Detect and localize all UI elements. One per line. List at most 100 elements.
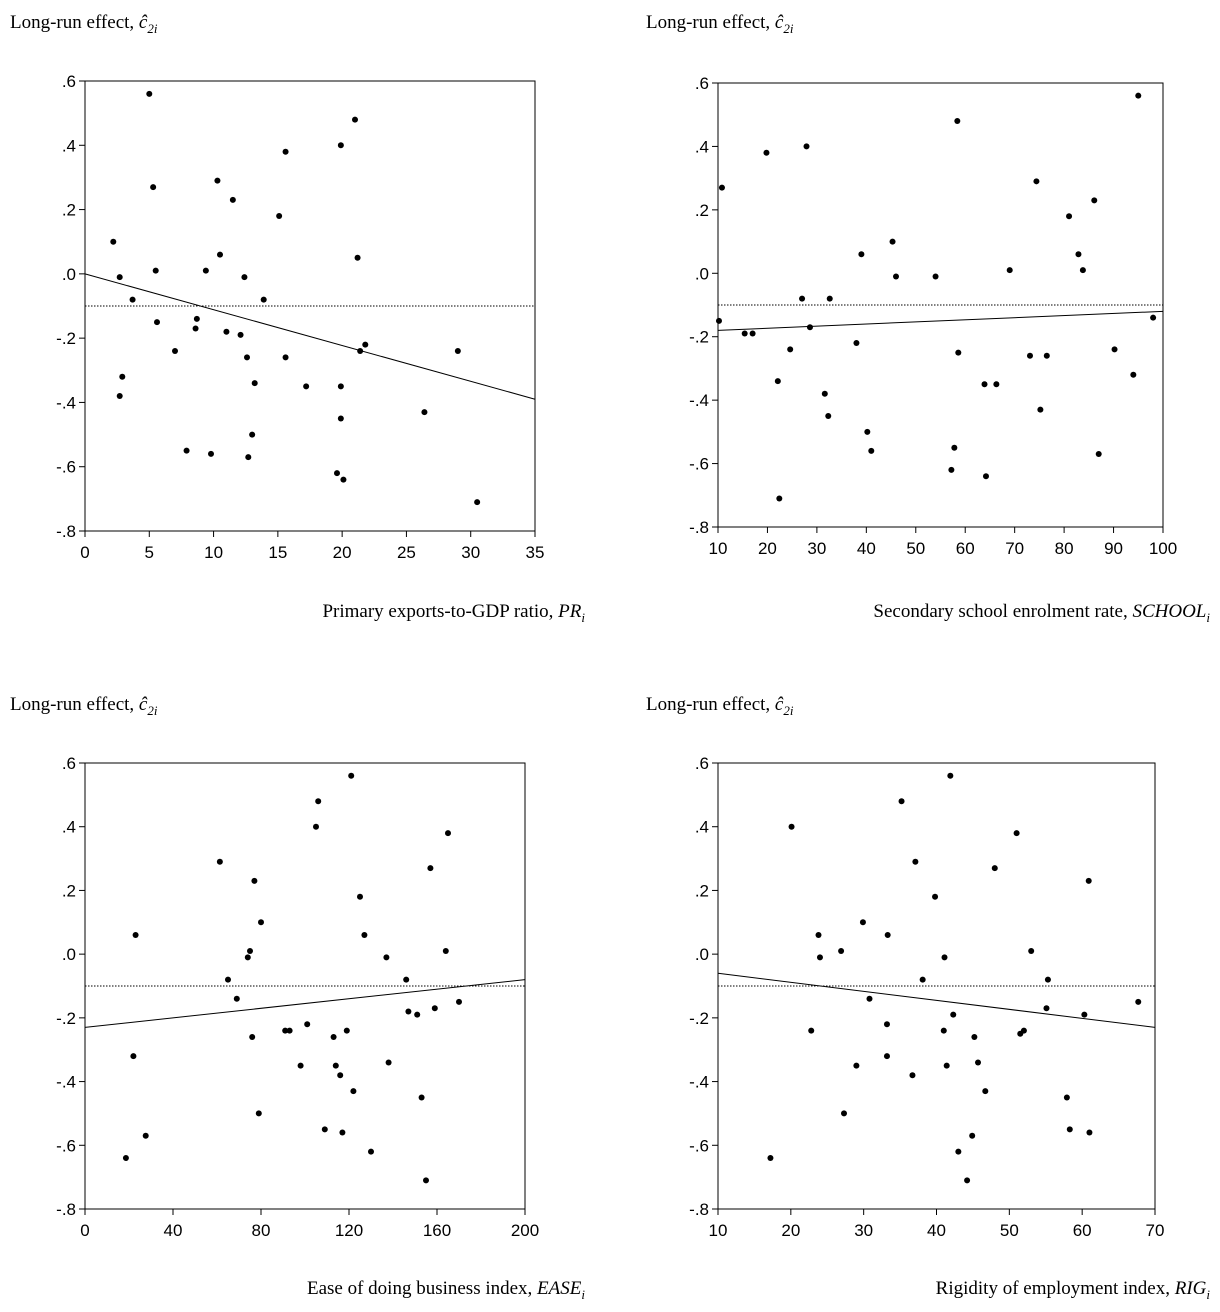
data-point [964, 1177, 971, 1184]
y-axis-label: Long-run effect, ĉ2i [646, 694, 794, 718]
data-point [982, 473, 989, 480]
data-point [1066, 1126, 1073, 1133]
data-point [825, 413, 832, 419]
x-tick-label: 20 [781, 1221, 800, 1240]
y-tick-label: -.8 [56, 522, 76, 541]
data-point [808, 1027, 815, 1034]
y-tick-label: -.6 [689, 455, 709, 474]
data-point [955, 349, 962, 356]
data-point [749, 330, 756, 337]
data-point [788, 823, 795, 830]
data-point [357, 893, 363, 900]
data-point [193, 315, 200, 322]
data-point [868, 447, 875, 454]
panel-rigidity-employment: .6 .4 .2 .0 -.2 -.4 -.6 -.810 20 30 40 50 60 70 Long-r… [646, 694, 1210, 1302]
regression-line [717, 310, 1164, 331]
y-tick-label: .0 [695, 264, 709, 283]
x-tick-label: 30 [854, 1221, 873, 1240]
data-point [202, 267, 209, 274]
data-point [339, 1129, 346, 1136]
data-point [332, 1062, 339, 1069]
data-point [304, 1021, 311, 1028]
data-point [297, 1062, 304, 1069]
y-axis-label: Long-run effect, ĉ2i [10, 694, 158, 718]
data-point [383, 954, 390, 961]
data-point [947, 772, 954, 779]
data-point [454, 348, 461, 354]
data-point [866, 995, 873, 1002]
data-point [821, 390, 828, 397]
data-point [1086, 1129, 1093, 1136]
x-tick-label: 10 [709, 539, 728, 558]
data-point [354, 254, 361, 261]
data-point [146, 90, 153, 97]
data-point [431, 1005, 438, 1012]
y-tick-label: .6 [62, 754, 76, 773]
data-point [838, 947, 845, 954]
data-point [776, 495, 783, 502]
data-point [337, 383, 344, 390]
data-point [208, 450, 214, 457]
data-point [286, 1027, 293, 1034]
data-point [183, 447, 190, 454]
panel-primary-exports: .6 .4 .2 .0 -.2 -.4 -.6 -.80 5 10 15 20 25 30 35 Long-r… [10, 12, 585, 625]
data-point [116, 393, 123, 399]
y-tick-label: .0 [62, 945, 76, 964]
data-point [951, 444, 958, 451]
data-point [337, 1072, 344, 1079]
data-point [1028, 947, 1035, 954]
data-point [1066, 213, 1073, 220]
y-axis-label: Long-run effect, ĉ2i [646, 12, 794, 36]
data-point [741, 330, 748, 337]
data-point [116, 274, 123, 281]
y-tick-label: -.4 [56, 393, 76, 412]
data-point [172, 348, 178, 354]
data-point [806, 324, 813, 331]
data-point [423, 1177, 429, 1184]
data-point [941, 954, 948, 961]
x-tick-label: 80 [1055, 539, 1074, 558]
data-point [1037, 406, 1044, 413]
x-tick-label: 10 [204, 543, 223, 562]
data-point [361, 932, 368, 939]
data-point [909, 1072, 916, 1079]
data-point [853, 1062, 860, 1069]
data-point [405, 1008, 412, 1015]
data-point [142, 1132, 149, 1139]
data-point [1044, 976, 1051, 983]
y-tick-label: .6 [62, 72, 76, 91]
data-point [385, 1059, 392, 1066]
data-point [418, 1094, 425, 1101]
data-point [1026, 352, 1033, 359]
data-point [122, 1155, 129, 1162]
data-point [276, 213, 283, 219]
y-tick-label: -.8 [56, 1200, 76, 1219]
data-point [993, 381, 1000, 388]
y-tick-label: -.8 [689, 1200, 709, 1219]
data-point [427, 865, 434, 872]
data-point [919, 976, 926, 983]
data-point [1081, 1011, 1088, 1018]
data-point [1135, 998, 1142, 1005]
x-axis-label: Secondary school enrolment rate, SCHOOLi [873, 601, 1210, 625]
y-tick-label: -.6 [689, 1136, 709, 1155]
x-tick-label: 80 [252, 1221, 271, 1240]
data-point [313, 823, 319, 830]
data-point [1017, 1030, 1024, 1037]
data-point [352, 116, 358, 123]
data-point [969, 1132, 976, 1139]
x-axis-label: Rigidity of employment index, RIGi [936, 1278, 1211, 1302]
data-point [216, 858, 223, 865]
data-point [348, 772, 355, 779]
data-point [321, 1126, 328, 1133]
data-point [889, 238, 896, 245]
x-tick-label: 20 [758, 539, 777, 558]
y-tick-label: -.4 [56, 1073, 76, 1092]
data-point [225, 976, 231, 983]
y-tick-label: -.2 [56, 1009, 76, 1028]
x-tick-label: 120 [335, 1221, 363, 1240]
y-tick-label: .4 [62, 818, 76, 837]
data-point [249, 431, 256, 438]
data-point [282, 354, 289, 361]
y-tick-label: .0 [62, 265, 76, 284]
